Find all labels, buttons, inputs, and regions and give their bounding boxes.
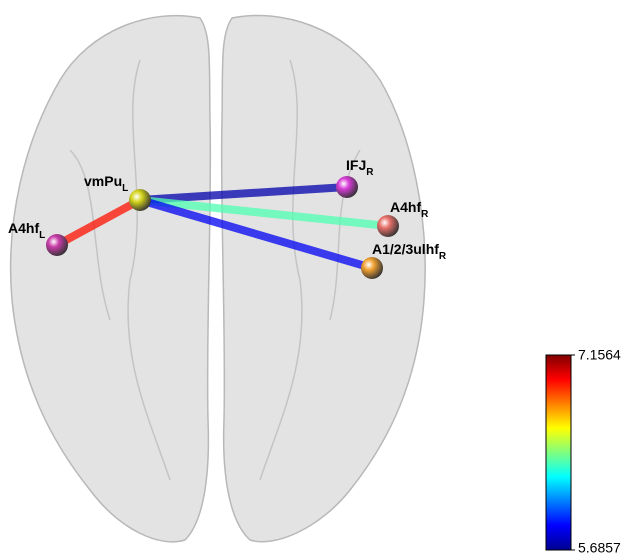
brain xyxy=(11,16,426,542)
node xyxy=(361,257,383,279)
brain-network: vmPuLA4hfLIFJRA4hfRA1/2/3ulhfR 7.1564 5.… xyxy=(0,0,628,558)
node-label-text: IFJ xyxy=(346,157,366,173)
colorbar-min: 5.6857 xyxy=(578,540,621,556)
node-label-sub: R xyxy=(439,251,447,262)
colorbar-max: 7.1564 xyxy=(578,347,621,363)
node-label-text: A1/2/3ulhf xyxy=(372,241,439,257)
node-label-sub: L xyxy=(122,183,128,194)
node xyxy=(377,215,399,237)
node xyxy=(336,176,358,198)
colorbar xyxy=(546,355,571,550)
node xyxy=(129,189,151,211)
node-label-text: vmPu xyxy=(84,173,122,189)
node-label-text: A4hf xyxy=(8,220,39,236)
node-label-sub: L xyxy=(39,230,45,241)
node-label-sub: R xyxy=(366,167,374,178)
node-label-sub: R xyxy=(421,209,429,220)
node xyxy=(46,234,68,256)
node-label-text: A4hf xyxy=(390,199,421,215)
